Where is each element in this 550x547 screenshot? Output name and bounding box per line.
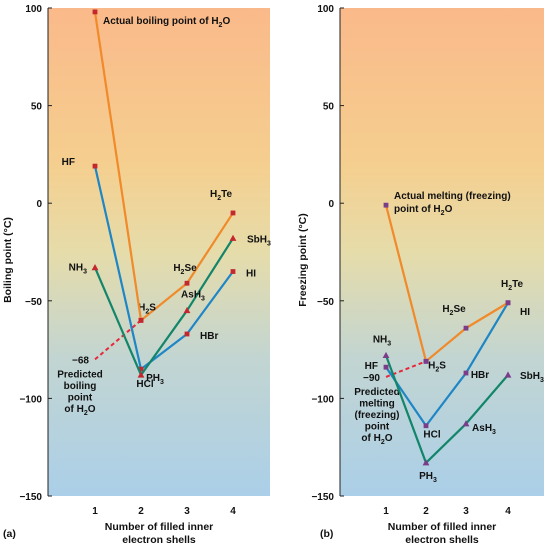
point-label: HCl: [423, 430, 440, 441]
series-line: [93, 11, 143, 321]
point-label: HBr: [200, 331, 218, 342]
data-point: [184, 331, 190, 337]
data-point: [422, 459, 430, 466]
y-tick-label: 100: [317, 4, 334, 15]
y-axis-label: Boiling point (°C): [2, 217, 14, 303]
x-tick-label: 2: [138, 506, 144, 517]
predicted-caption-line: (freezing): [355, 410, 400, 421]
point-label: PH3: [419, 471, 437, 484]
y-tick-label: 0: [36, 199, 42, 210]
point-label: H2Te: [501, 279, 524, 292]
y-tick-label: −100: [19, 394, 42, 405]
data-point: [92, 163, 98, 169]
predicted-caption-line: of H2O: [361, 433, 392, 446]
point-label: SbH3: [520, 371, 544, 384]
point-label: H2Se: [173, 263, 197, 276]
series-line: [93, 165, 234, 371]
data-point: [463, 370, 469, 376]
x-axis-label: electron shells: [405, 534, 479, 546]
point-label: HF: [62, 157, 75, 168]
data-point: [463, 325, 469, 331]
point-label: AsH3: [472, 423, 496, 436]
predicted-caption-line: Predicted: [57, 369, 103, 380]
series-line: [385, 302, 509, 427]
data-point: [137, 371, 145, 378]
point-label: NH3: [69, 263, 87, 276]
series-line: [384, 204, 428, 362]
x-tick-label: 1: [92, 506, 98, 517]
predicted-value-label: −90: [363, 373, 380, 384]
x-tick-label: 1: [383, 506, 389, 517]
y-tick-label: 0: [328, 199, 334, 210]
predicted-value-label: −68: [72, 355, 89, 366]
predicted-trend-line: [94, 319, 142, 361]
data-point: [91, 264, 99, 271]
data-point: [382, 351, 390, 359]
data-point: [505, 300, 511, 306]
x-tick-label: 4: [230, 506, 236, 517]
annotation-actual: Actual boiling point of H2O: [103, 16, 230, 29]
panel-a-boiling-point: 100 50 0 −50 −100 −150 1 2 3 4 Boiling point (°C) N…: [2, 4, 271, 546]
y-tick-label: −100: [311, 394, 334, 405]
y-tick-label: −150: [311, 492, 334, 503]
predicted-caption-line: point: [365, 421, 390, 432]
data-point: [504, 371, 512, 378]
series-line: [384, 355, 509, 464]
y-tick-label: 50: [323, 102, 335, 113]
predicted-caption-line: Predicted: [354, 387, 400, 398]
point-label: HI: [246, 269, 256, 280]
data-point: [184, 280, 190, 286]
panel-label: (a): [3, 528, 16, 540]
y-axis-label: Freezing point (°C): [297, 213, 309, 306]
data-point: [423, 423, 429, 429]
x-tick-label: 3: [184, 506, 190, 517]
point-label: PH3: [146, 373, 164, 386]
predicted-caption-line: melting: [359, 398, 395, 409]
y-tick-label: −50: [317, 297, 334, 308]
point-label: H2Se: [442, 304, 466, 317]
x-axis-label: Number of filled inner: [388, 521, 497, 533]
series-line: [93, 237, 234, 377]
y-tick-label: 100: [25, 4, 42, 15]
point-label: H2S: [428, 360, 446, 373]
plot-background: [340, 8, 544, 496]
data-point: [138, 366, 144, 372]
y-tick-label: −50: [25, 297, 42, 308]
point-label: HF: [365, 361, 378, 372]
x-tick-label: 4: [505, 506, 511, 517]
point-label: HI: [520, 307, 530, 318]
data-point: [230, 210, 236, 216]
panel-label: (b): [320, 528, 333, 540]
x-axis-label: electron shells: [122, 534, 196, 546]
data-point: [229, 234, 237, 241]
point-label: H2Te: [210, 189, 233, 202]
data-point: [230, 269, 236, 274]
point-label: SbH3: [247, 234, 271, 247]
point-label: H2S: [138, 302, 156, 315]
data-point: [183, 306, 191, 314]
data-point: [383, 202, 389, 208]
data-point: [92, 9, 98, 15]
y-tick-label: −150: [19, 492, 42, 503]
annotation-actual: point of H2O: [394, 204, 453, 217]
plot-background: [48, 8, 270, 496]
x-tick-label: 3: [463, 506, 469, 517]
point-label: HBr: [471, 370, 489, 381]
x-tick-label: 2: [423, 506, 429, 517]
data-point: [462, 420, 470, 427]
predicted-caption-line: boiling: [64, 381, 97, 392]
data-point: [423, 358, 429, 364]
predicted-caption-line: point: [68, 392, 93, 403]
point-label: AsH3: [181, 290, 205, 303]
data-point: [383, 364, 389, 370]
data-point: [138, 317, 144, 323]
annotation-actual: Actual melting (freezing): [394, 191, 511, 202]
point-label: NH3: [373, 334, 391, 347]
panel-b-freezing-point: 100 50 0 −50 −100 −150 1 2 3 4 Freezing point (°C)…: [297, 4, 544, 546]
predicted-caption-line: of H2O: [64, 404, 95, 417]
x-axis-label: Number of filled inner: [105, 521, 214, 533]
point-label: HCl: [136, 379, 153, 390]
y-tick-label: 50: [31, 102, 43, 113]
